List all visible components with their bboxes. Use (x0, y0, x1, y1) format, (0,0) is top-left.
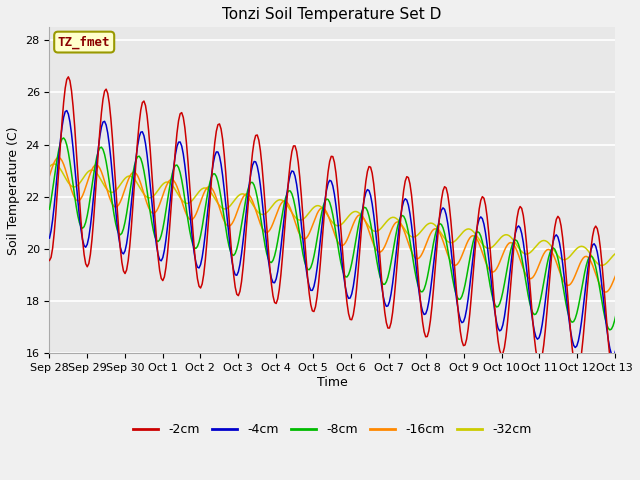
Y-axis label: Soil Temperature (C): Soil Temperature (C) (7, 126, 20, 254)
Title: Tonzi Soil Temperature Set D: Tonzi Soil Temperature Set D (222, 7, 442, 22)
X-axis label: Time: Time (317, 376, 348, 389)
Text: TZ_fmet: TZ_fmet (58, 36, 111, 49)
Legend: -2cm, -4cm, -8cm, -16cm, -32cm: -2cm, -4cm, -8cm, -16cm, -32cm (128, 418, 536, 441)
